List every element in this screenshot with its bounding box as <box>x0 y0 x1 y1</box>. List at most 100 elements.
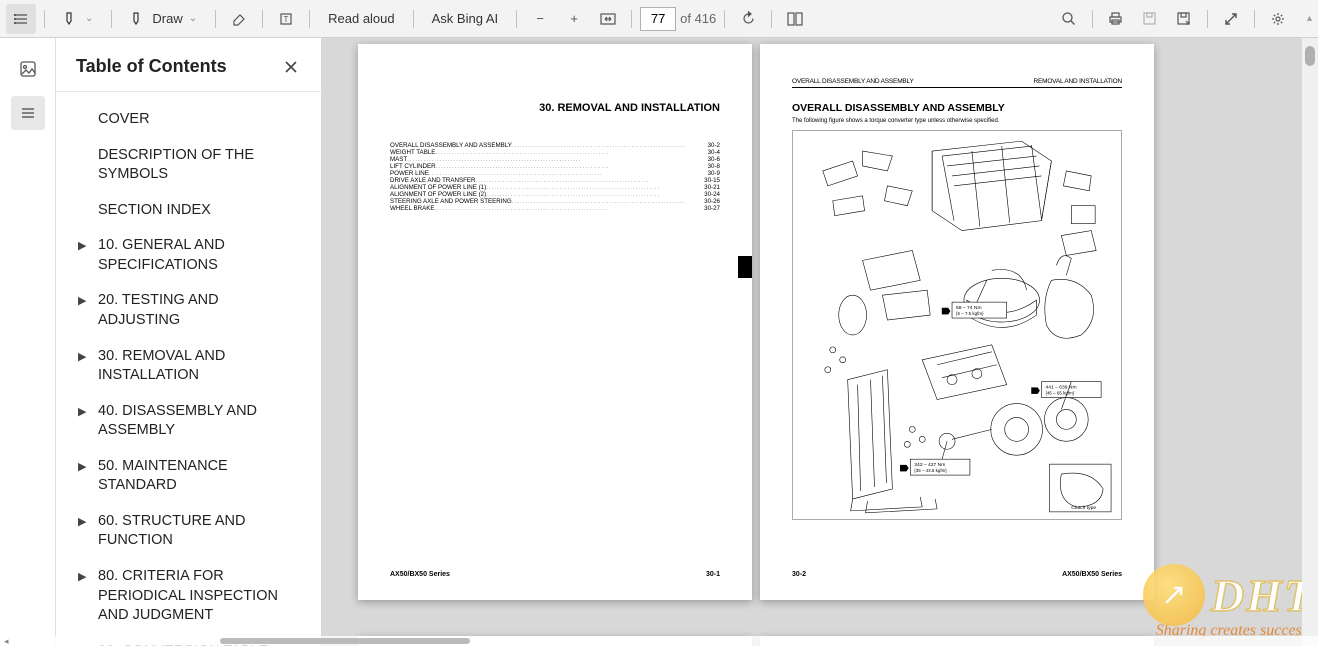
vertical-scrollbar[interactable] <box>1302 38 1318 646</box>
page-total-label: of 416 <box>680 11 716 26</box>
toc-item[interactable]: ▶40. DISASSEMBLY AND ASSEMBLY <box>56 394 321 449</box>
toc-item[interactable]: ▶30. REMOVAL AND INSTALLATION <box>56 339 321 394</box>
torque-2b: {45 – 65 kgfm} <box>1045 391 1074 396</box>
toc-item-label: 10. GENERAL AND SPECIFICATIONS <box>98 236 301 275</box>
contents-toggle-icon[interactable] <box>6 4 36 34</box>
separator <box>413 10 414 28</box>
toc-item-label: 60. STRUCTURE AND FUNCTION <box>98 512 301 551</box>
section-note: The following figure shows a torque conv… <box>792 118 1122 124</box>
text-select-icon[interactable]: T <box>271 4 301 34</box>
watermark-logo-text: DHT <box>1211 569 1314 622</box>
toc-entry: WEIGHT TABLE............................… <box>390 149 720 156</box>
toc-entry: DRIVE AXLE AND TRANSFER.................… <box>390 177 720 184</box>
thumbnails-icon[interactable] <box>11 52 45 86</box>
toc-item[interactable]: ▶60. STRUCTURE AND FUNCTION <box>56 504 321 559</box>
separator <box>1254 10 1255 28</box>
outline-icon[interactable] <box>11 96 45 130</box>
draw-label: Draw <box>152 11 182 26</box>
running-head-left: OVERALL DISASSEMBLY AND ASSEMBLY <box>792 78 914 85</box>
toc-entry: OVERALL DISASSEMBLY AND ASSEMBLY........… <box>390 142 720 149</box>
section-heading: OVERALL DISASSEMBLY AND ASSEMBLY <box>792 102 1122 114</box>
page-view-icon[interactable] <box>780 4 810 34</box>
close-icon[interactable] <box>281 57 301 77</box>
toc-item-label: 20. TESTING AND ADJUSTING <box>98 291 301 330</box>
separator <box>262 10 263 28</box>
toc-item-label: 30. REMOVAL AND INSTALLATION <box>98 347 301 386</box>
toc-entry: ALIGNMENT OF POWER LINE (1).............… <box>390 184 720 191</box>
scroll-up-caret[interactable]: ▴ <box>1307 13 1312 24</box>
highlighter-button[interactable]: ⌄ <box>53 4 103 34</box>
page-number-input[interactable] <box>640 7 676 31</box>
search-icon[interactable] <box>1054 4 1084 34</box>
footer-pagenum: 30-2 <box>792 571 806 578</box>
horizontal-scrollbar[interactable]: ◂ <box>0 636 1318 646</box>
fullscreen-icon[interactable] <box>1216 4 1246 34</box>
page-right: OVERALL DISASSEMBLY AND ASSEMBLY REMOVAL… <box>760 44 1154 600</box>
toolbar: ⌄ Draw⌄ T Read aloud Ask Bing AI − + of … <box>0 0 1318 38</box>
separator <box>215 10 216 28</box>
rotate-icon[interactable] <box>733 4 763 34</box>
read-aloud-button[interactable]: Read aloud <box>318 4 405 34</box>
toc-item[interactable]: ▶50. MAINTENANCE STANDARD <box>56 449 321 504</box>
toc-item-label: COVER <box>98 110 301 130</box>
toc-entry: MAST....................................… <box>390 156 720 163</box>
chevron-right-icon: ▶ <box>78 512 90 551</box>
erase-icon[interactable] <box>224 4 254 34</box>
section-tab <box>738 256 752 278</box>
clutch-label: Clutch type <box>1071 505 1096 511</box>
torque-1b: {6 – 7.5 kgfm} <box>956 311 984 316</box>
footer-series: AX50/BX50 Series <box>390 571 450 578</box>
zoom-out-icon[interactable]: − <box>525 4 555 34</box>
document-viewer[interactable]: 30. REMOVAL AND INSTALLATION OVERALL DIS… <box>322 38 1318 646</box>
footer-pagenum: 30-1 <box>706 571 720 578</box>
separator <box>1207 10 1208 28</box>
chevron-right-icon: ▶ <box>78 567 90 626</box>
ask-ai-button[interactable]: Ask Bing AI <box>422 4 508 34</box>
chevron-right-icon: ▶ <box>78 236 90 275</box>
page-left: 30. REMOVAL AND INSTALLATION OVERALL DIS… <box>358 44 752 600</box>
toc-item-label: 50. MAINTENANCE STANDARD <box>98 457 301 496</box>
exploded-diagram: 59 – 74 Nm {6 – 7.5 kgfm} 441 – 639 Nm {… <box>792 130 1122 520</box>
toc-title: Table of Contents <box>76 56 227 77</box>
save-icon[interactable] <box>1135 4 1165 34</box>
toc-item[interactable]: ▶10. GENERAL AND SPECIFICATIONS <box>56 228 321 283</box>
toc-entry: ALIGNMENT OF POWER LINE (2).............… <box>390 191 720 198</box>
toc-item[interactable]: ▶80. CRITERIA FOR PERIODICAL INSPECTION … <box>56 559 321 634</box>
toc-item[interactable]: ▶20. TESTING AND ADJUSTING <box>56 283 321 338</box>
toc-list: COVER DESCRIPTION OF THE SYMBOLS SECTION I… <box>56 92 321 646</box>
toc-item[interactable]: COVER <box>56 102 321 138</box>
toc-entry: WHEEL BRAKE.............................… <box>390 205 720 212</box>
separator <box>631 10 632 28</box>
toc-item-label: 80. CRITERIA FOR PERIODICAL INSPECTION A… <box>98 567 301 626</box>
chevron-right-icon: ▶ <box>78 457 90 496</box>
toc-item-label: SECTION INDEX <box>98 201 301 221</box>
separator <box>309 10 310 28</box>
save-as-icon[interactable] <box>1169 4 1199 34</box>
fit-width-icon[interactable] <box>593 4 623 34</box>
toc-item-label: 40. DISASSEMBLY AND ASSEMBLY <box>98 402 301 441</box>
toc-entry: STEERING AXLE AND POWER STEERING........… <box>390 198 720 205</box>
toc-entry: LIFT CYLINDER...........................… <box>390 163 720 170</box>
running-head-right: REMOVAL AND INSTALLATION <box>1033 78 1122 85</box>
toc-entry: POWER LINE..............................… <box>390 170 720 177</box>
toc-item[interactable]: SECTION INDEX <box>56 193 321 229</box>
toc-item[interactable]: DESCRIPTION OF THE SYMBOLS <box>56 138 321 193</box>
settings-icon[interactable] <box>1263 4 1293 34</box>
chapter-toc: OVERALL DISASSEMBLY AND ASSEMBLY........… <box>390 142 720 212</box>
separator <box>111 10 112 28</box>
separator <box>516 10 517 28</box>
chevron-right-icon: ▶ <box>78 347 90 386</box>
toc-panel: Table of Contents COVER DESCRIPTION OF TH… <box>56 38 322 646</box>
print-icon[interactable] <box>1101 4 1131 34</box>
separator <box>771 10 772 28</box>
footer-series: AX50/BX50 Series <box>1062 571 1122 578</box>
zoom-in-icon[interactable]: + <box>559 4 589 34</box>
separator <box>724 10 725 28</box>
watermark: DHT Sharing creates success <box>1143 564 1314 640</box>
separator <box>1092 10 1093 28</box>
draw-button[interactable]: Draw⌄ <box>120 4 207 34</box>
svg-text:T: T <box>284 15 289 24</box>
toc-item-label: DESCRIPTION OF THE SYMBOLS <box>98 146 301 185</box>
chevron-right-icon: ▶ <box>78 402 90 441</box>
page-title: 30. REMOVAL AND INSTALLATION <box>390 102 720 114</box>
